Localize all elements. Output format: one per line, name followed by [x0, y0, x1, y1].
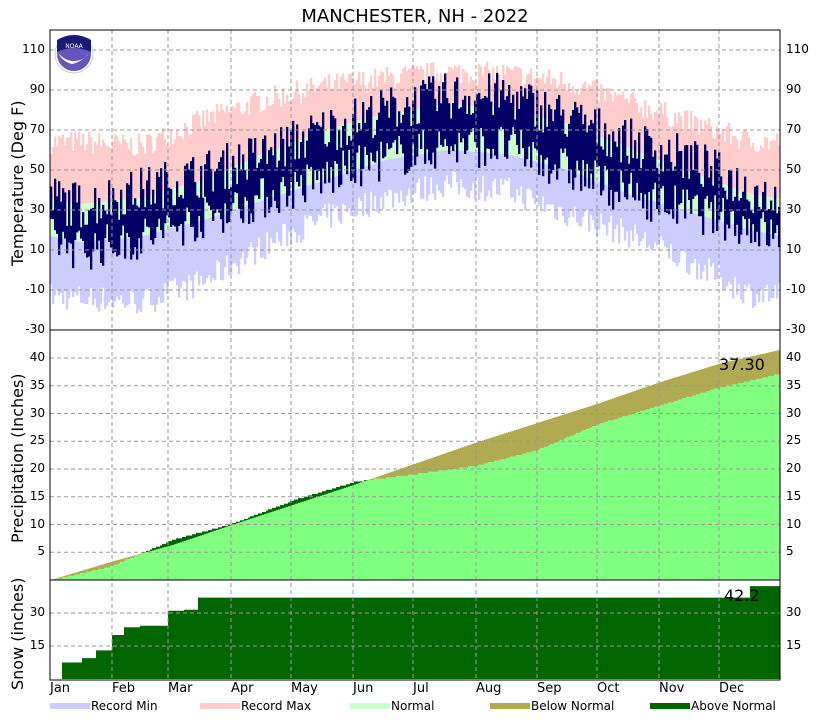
temperature-tick-right: 10 [786, 242, 802, 256]
precipitation-tick-left: 10 [29, 516, 45, 531]
month-label-jul: Jul [413, 681, 429, 696]
precipitation-tick-left: 15 [29, 488, 45, 503]
precipitation-tick-left: 25 [29, 433, 45, 448]
month-label-jun: Jun [353, 681, 374, 696]
snow-tick-left: 30 [29, 605, 45, 619]
legend-item-below-normal: Below Normal [490, 699, 614, 713]
above-normal-swatch [650, 703, 690, 709]
temperature-tick-left: -30 [25, 322, 45, 336]
plot-frame [49, 29, 781, 681]
precipitation-tick-left: 5 [37, 544, 45, 559]
precipitation-tick-left: 30 [29, 405, 45, 420]
snow-axis-label: Snow (inches) [8, 577, 27, 690]
temperature-tick-right: 90 [786, 82, 802, 96]
precipitation-tick-right: 25 [786, 433, 802, 448]
precipitation-tick-left: 20 [29, 461, 45, 475]
month-label-mar: Mar [168, 681, 193, 696]
month-label-nov: Nov [659, 681, 685, 696]
precipitation-tick-right: 20 [786, 461, 802, 475]
snow-tick-left: 15 [29, 638, 45, 652]
precipitation-tick-right: 35 [786, 377, 802, 392]
svg-text:NOAA: NOAA [65, 43, 83, 50]
temperature-tick-right: 70 [786, 122, 802, 136]
temperature-tick-left: 90 [29, 82, 45, 96]
legend-item-above-normal: Above Normal [650, 699, 776, 713]
legend-label: Record Min [91, 699, 158, 713]
precipitation-tick-right: 40 [786, 350, 802, 364]
month-label-sep: Sep [537, 681, 562, 696]
precipitation-tick-right: 15 [786, 488, 802, 503]
precipitation-tick-left: 35 [29, 377, 45, 392]
legend-label: Above Normal [691, 699, 776, 713]
precipitation-axis-label: Precipitation (Inches) [8, 373, 27, 543]
precipitation-tick-right: 10 [786, 516, 802, 531]
temperature-tick-left: -10 [25, 282, 45, 296]
precipitation-tick-right: 5 [786, 544, 794, 559]
temperature-tick-right: 110 [786, 42, 809, 56]
temperature-tick-left: 50 [29, 162, 45, 176]
precipitation-tick-left: 40 [29, 350, 45, 364]
temperature-tick-left: 30 [29, 202, 45, 216]
temperature-tick-left: 110 [22, 42, 45, 56]
month-label-jan: Jan [50, 681, 71, 696]
temperature-tick-right: -10 [786, 282, 806, 296]
month-label-apr: Apr [231, 681, 254, 696]
legend-item-record-min: Record Min [50, 699, 158, 713]
month-label-feb: Feb [112, 681, 136, 696]
temperature-tick-right: 30 [786, 202, 802, 216]
temperature-axis-label: Temperature (Deg F) [8, 100, 27, 266]
precipitation-tick-right: 30 [786, 405, 802, 420]
legend-item-record-max: Record Max [200, 699, 311, 713]
snow-total-annotation: 42.2 [724, 586, 760, 605]
legend-label: Below Normal [531, 699, 615, 713]
snow-tick-right: 15 [786, 638, 802, 652]
below-normal-swatch [490, 703, 530, 709]
temperature-tick-right: 50 [786, 162, 802, 176]
temperature-tick-left: 10 [29, 242, 45, 256]
grid-lines [50, 30, 780, 680]
noaa-logo-icon: NOAA [54, 34, 94, 74]
month-label-oct: Oct [597, 681, 620, 696]
temperature-tick-right: -30 [786, 322, 806, 336]
record-max-swatch [200, 703, 240, 709]
precip-total-annotation: 37.30 [719, 355, 765, 374]
chart-title: MANCHESTER, NH - 2022 [301, 6, 529, 27]
month-label-aug: Aug [476, 681, 502, 696]
snow-tick-right: 30 [786, 605, 802, 619]
record-min-swatch [50, 703, 90, 709]
normal-swatch [350, 703, 390, 709]
legend-label: Record Max [241, 699, 312, 713]
legend-item-normal: Normal [350, 699, 434, 713]
precipitation-plot [52, 350, 781, 580]
temperature-tick-left: 70 [29, 122, 45, 136]
month-label-dec: Dec [719, 681, 745, 696]
snow-plot [50, 586, 780, 679]
temperature-plot [50, 61, 781, 314]
legend-label: Normal [391, 699, 435, 713]
month-label-may: May [291, 681, 318, 696]
